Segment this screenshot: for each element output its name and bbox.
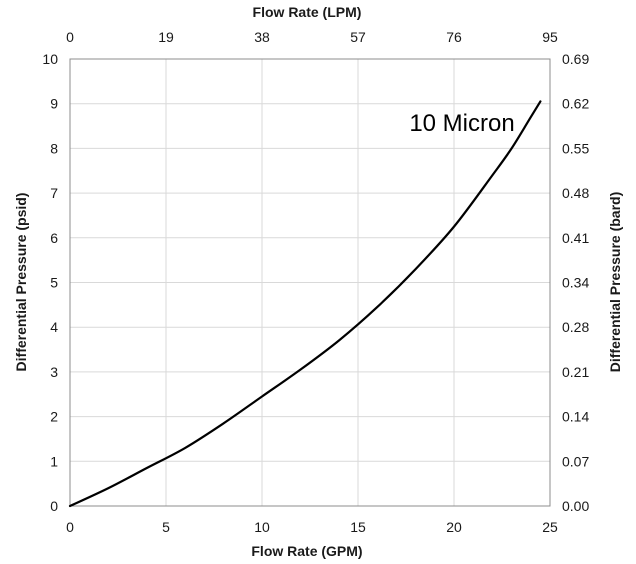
x-tick-label: 0 (66, 519, 74, 535)
y2-tick-label: 0.14 (562, 409, 589, 425)
series-annotation: 10 Micron (409, 110, 514, 137)
series-layer (68, 100, 542, 508)
y2-tick-label: 0.41 (562, 230, 589, 246)
y2-tick-label: 0.48 (562, 185, 589, 201)
y2-tick-label: 0.21 (562, 364, 589, 380)
series-line (68, 100, 542, 508)
y2-tick-label: 0.55 (562, 140, 589, 156)
y2-tick-label: 0.62 (562, 96, 589, 112)
grid (70, 59, 550, 506)
y-tick-label: 0 (50, 498, 58, 514)
y-tick-label: 4 (50, 319, 58, 335)
y2-tick-label: 0.69 (562, 51, 589, 67)
y2-tick-label: 0.00 (562, 498, 589, 514)
x2-tick-label: 57 (350, 29, 366, 45)
plot-frame (69, 58, 551, 507)
x-tick-label: 15 (350, 519, 366, 535)
y-tick-label: 6 (50, 230, 58, 246)
x2-tick-label: 95 (542, 29, 558, 45)
y2-tick-label: 0.28 (562, 319, 589, 335)
y-tick-label: 7 (50, 185, 58, 201)
y-tick-label: 2 (50, 409, 58, 425)
x2-tick-label: 76 (446, 29, 462, 45)
y-tick-label: 10 (42, 51, 58, 67)
y-tick-label: 3 (50, 364, 58, 380)
x2-tick-label: 38 (254, 29, 270, 45)
x-axis-title: Flow Rate (GPM) (251, 543, 362, 559)
x2-tick-label: 0 (66, 29, 74, 45)
x2-axis-title: Flow Rate (LPM) (253, 4, 362, 20)
y-tick-label: 9 (50, 96, 58, 112)
y2-tick-label: 0.07 (562, 453, 589, 469)
y-tick-label: 8 (50, 140, 58, 156)
x-tick-label: 5 (162, 519, 170, 535)
x-tick-label: 20 (446, 519, 462, 535)
x-tick-label: 10 (254, 519, 270, 535)
y-tick-label: 5 (50, 275, 58, 291)
x-tick-label: 25 (542, 519, 558, 535)
y2-axis-title: Differential Pressure (bard) (607, 192, 623, 373)
y2-tick-label: 0.34 (562, 275, 589, 291)
y-tick-label: 1 (50, 453, 58, 469)
x2-tick-label: 19 (158, 29, 174, 45)
y-axis-title: Differential Pressure (psid) (13, 193, 29, 372)
